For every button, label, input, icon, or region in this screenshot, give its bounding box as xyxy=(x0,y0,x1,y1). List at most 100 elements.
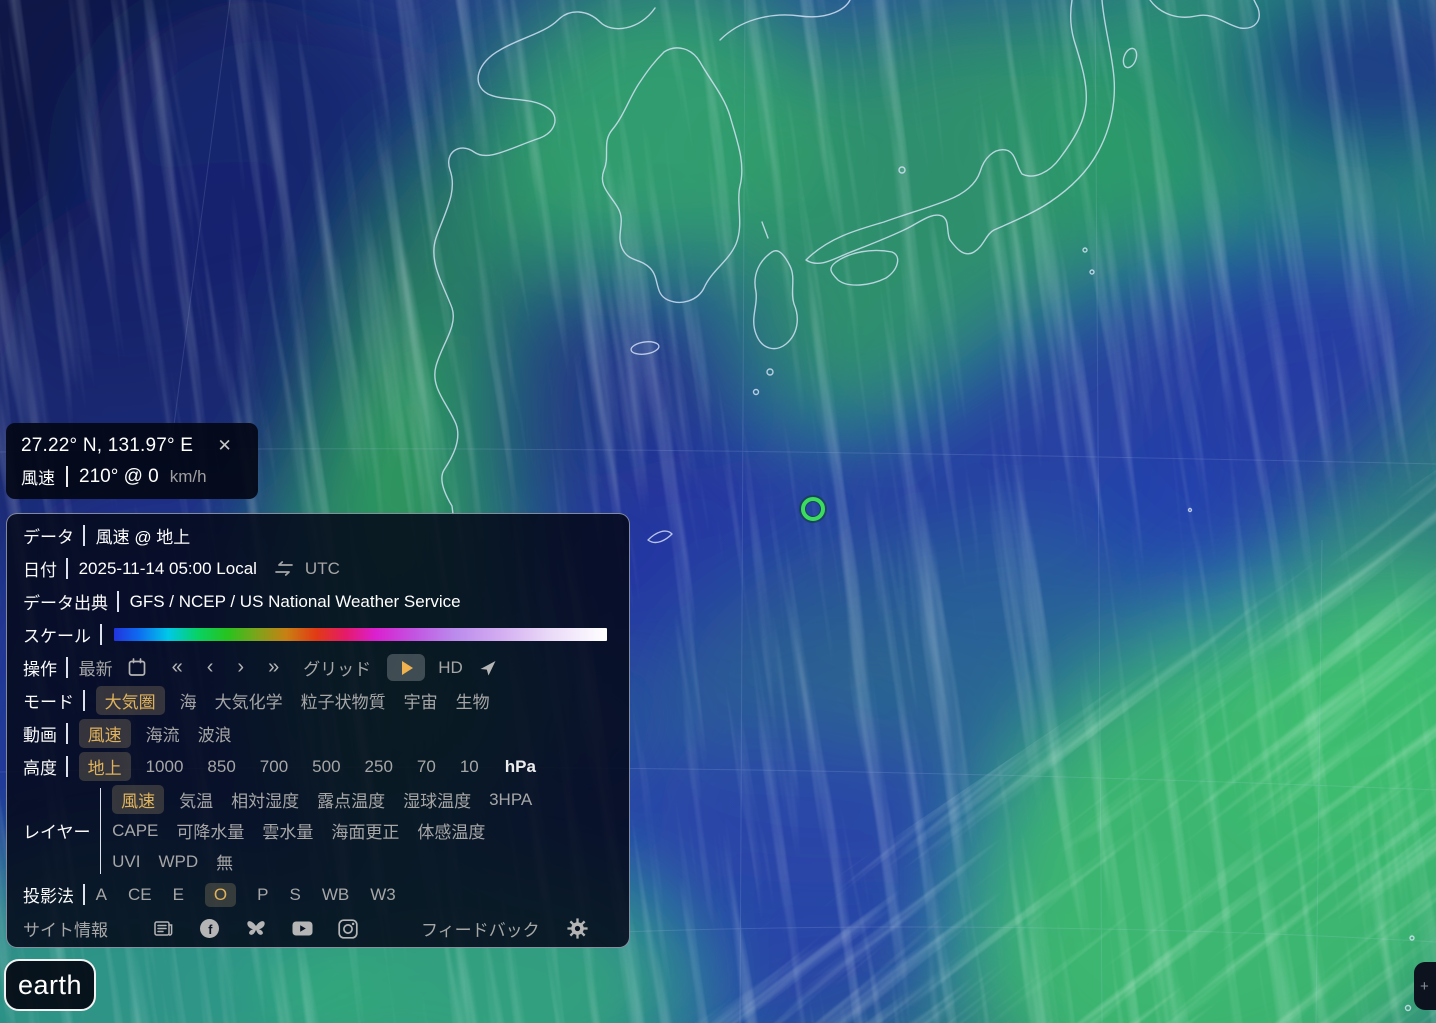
separator xyxy=(117,591,119,612)
calendar-icon[interactable] xyxy=(128,658,146,677)
close-icon[interactable]: ✕ xyxy=(217,435,232,455)
separator xyxy=(83,884,85,905)
option-CAPE[interactable]: CAPE xyxy=(112,820,159,840)
step-back-day-button[interactable]: « xyxy=(171,656,183,678)
option-850[interactable]: 850 xyxy=(207,756,236,776)
plus-icon: + xyxy=(1420,977,1429,995)
instagram-icon[interactable] xyxy=(338,918,358,939)
option-E[interactable]: E xyxy=(172,884,184,904)
option-宇宙[interactable]: 宇宙 xyxy=(403,693,438,712)
wind-unit[interactable]: km/h xyxy=(169,466,207,486)
option-粒子状物質[interactable]: 粒子状物質 xyxy=(300,693,386,712)
about-row: サイト情報 f xyxy=(23,911,613,946)
play-button[interactable] xyxy=(387,654,426,681)
separator xyxy=(66,756,68,777)
zoom-in-button[interactable]: + xyxy=(1414,962,1436,1010)
coastlines xyxy=(433,0,1415,1012)
overlay-options-3: UVI WPD 無 xyxy=(112,846,550,877)
option-風速[interactable]: 風速 xyxy=(112,785,165,814)
now-button[interactable]: 最新 xyxy=(78,660,113,679)
option-500[interactable]: 500 xyxy=(312,756,341,776)
play-icon xyxy=(402,660,414,675)
height-unit: hPa xyxy=(504,756,536,776)
option-海流[interactable]: 海流 xyxy=(145,726,180,745)
step-forward-day-button[interactable]: » xyxy=(268,656,280,678)
source-row: データ出典 GFS / NCEP / US National Weather S… xyxy=(23,585,613,618)
option-雲水量[interactable]: 雲水量 xyxy=(262,823,314,842)
date-row: 日付 2025-11-14 05:00 Local UTC xyxy=(23,552,613,585)
option-無[interactable]: 無 xyxy=(216,854,234,873)
option-W3[interactable]: W3 xyxy=(370,884,396,904)
control-label: 操作 xyxy=(23,660,57,679)
locate-icon[interactable] xyxy=(479,659,497,677)
option-大気化学[interactable]: 大気化学 xyxy=(214,693,283,712)
date-value: 2025-11-14 05:00 Local xyxy=(78,558,257,578)
option-露点温度[interactable]: 露点温度 xyxy=(317,792,386,811)
gear-icon[interactable] xyxy=(567,918,588,939)
height-label: 高度 xyxy=(23,759,57,778)
separator xyxy=(66,466,68,487)
option-生物[interactable]: 生物 xyxy=(455,693,490,712)
earth-menu-button[interactable]: earth xyxy=(4,959,96,1011)
separator xyxy=(99,787,102,874)
date-label: 日付 xyxy=(23,561,57,580)
overlay-options-1: 風速 気温 相対湿度 露点温度 湿球温度 3HPA xyxy=(112,784,550,815)
option-湿球温度[interactable]: 湿球温度 xyxy=(403,792,472,811)
option-WB[interactable]: WB xyxy=(321,884,350,904)
option-700[interactable]: 700 xyxy=(259,756,289,776)
option-A[interactable]: A xyxy=(95,884,107,904)
separator xyxy=(66,723,68,744)
option-3HPA[interactable]: 3HPA xyxy=(489,789,533,809)
data-label: データ xyxy=(23,528,74,547)
option-波浪[interactable]: 波浪 xyxy=(197,726,232,745)
option-surface[interactable]: 地上 xyxy=(78,752,131,781)
option-250[interactable]: 250 xyxy=(364,756,393,776)
feedback-link[interactable]: フィードバック xyxy=(421,921,540,940)
color-scale-bar[interactable] xyxy=(113,628,607,641)
separator xyxy=(83,690,85,711)
step-back-button[interactable]: ‹ xyxy=(206,656,214,678)
option-10[interactable]: 10 xyxy=(459,756,479,776)
youtube-icon[interactable] xyxy=(292,921,313,936)
option-70[interactable]: 70 xyxy=(416,756,436,776)
hd-toggle[interactable]: HD xyxy=(438,657,463,677)
option-気温[interactable]: 気温 xyxy=(179,792,214,811)
option-S[interactable]: S xyxy=(289,884,301,904)
wind-value: 210° @ 0 xyxy=(79,465,159,487)
about-link[interactable]: サイト情報 xyxy=(23,921,108,940)
swap-timezone-icon[interactable] xyxy=(273,561,295,576)
option-UVI[interactable]: UVI xyxy=(112,851,141,871)
separator xyxy=(66,657,68,678)
option-風速[interactable]: 風速 xyxy=(78,719,131,748)
option-体感温度[interactable]: 体感温度 xyxy=(417,823,486,842)
svg-text:f: f xyxy=(208,923,213,937)
location-coordinates: 27.22° N, 131.97° E xyxy=(21,434,194,456)
facebook-icon[interactable]: f xyxy=(199,918,220,939)
option-CE[interactable]: CE xyxy=(127,884,152,904)
projection-row: 投影法 A CE E O P S WB W3 xyxy=(23,878,613,911)
data-value: 風速 @ 地上 xyxy=(95,528,191,547)
option-1000[interactable]: 1000 xyxy=(145,756,184,776)
projection-options: A CE E O P S WB W3 xyxy=(95,882,417,907)
overlay-row: レイヤー 風速 気温 相対湿度 露点温度 湿球温度 3HPA CAPE 可降水量 雲水量 海面更… xyxy=(23,783,613,878)
option-可降水量[interactable]: 可降水量 xyxy=(176,823,245,842)
option-相対湿度[interactable]: 相対湿度 xyxy=(231,792,300,811)
option-O[interactable]: O xyxy=(204,882,237,907)
utc-toggle[interactable]: UTC xyxy=(304,558,340,578)
bluesky-butterfly-icon[interactable] xyxy=(245,919,267,938)
step-forward-button[interactable]: › xyxy=(237,656,245,678)
option-海[interactable]: 海 xyxy=(179,693,197,712)
source-label: データ出典 xyxy=(23,594,108,613)
option-WPD[interactable]: WPD xyxy=(158,851,199,871)
separator xyxy=(66,558,68,579)
option-海面更正[interactable]: 海面更正 xyxy=(331,823,400,842)
probe-marker[interactable] xyxy=(799,495,827,523)
option-P[interactable]: P xyxy=(257,884,269,904)
mode-options: 大気圏海大気化学 粒子状物質 宇宙 生物 xyxy=(95,686,508,715)
grid-toggle[interactable]: グリッド xyxy=(303,660,372,679)
option-大気圏[interactable]: 大気圏 xyxy=(95,686,165,715)
separator xyxy=(83,525,85,546)
news-icon[interactable] xyxy=(154,920,174,937)
